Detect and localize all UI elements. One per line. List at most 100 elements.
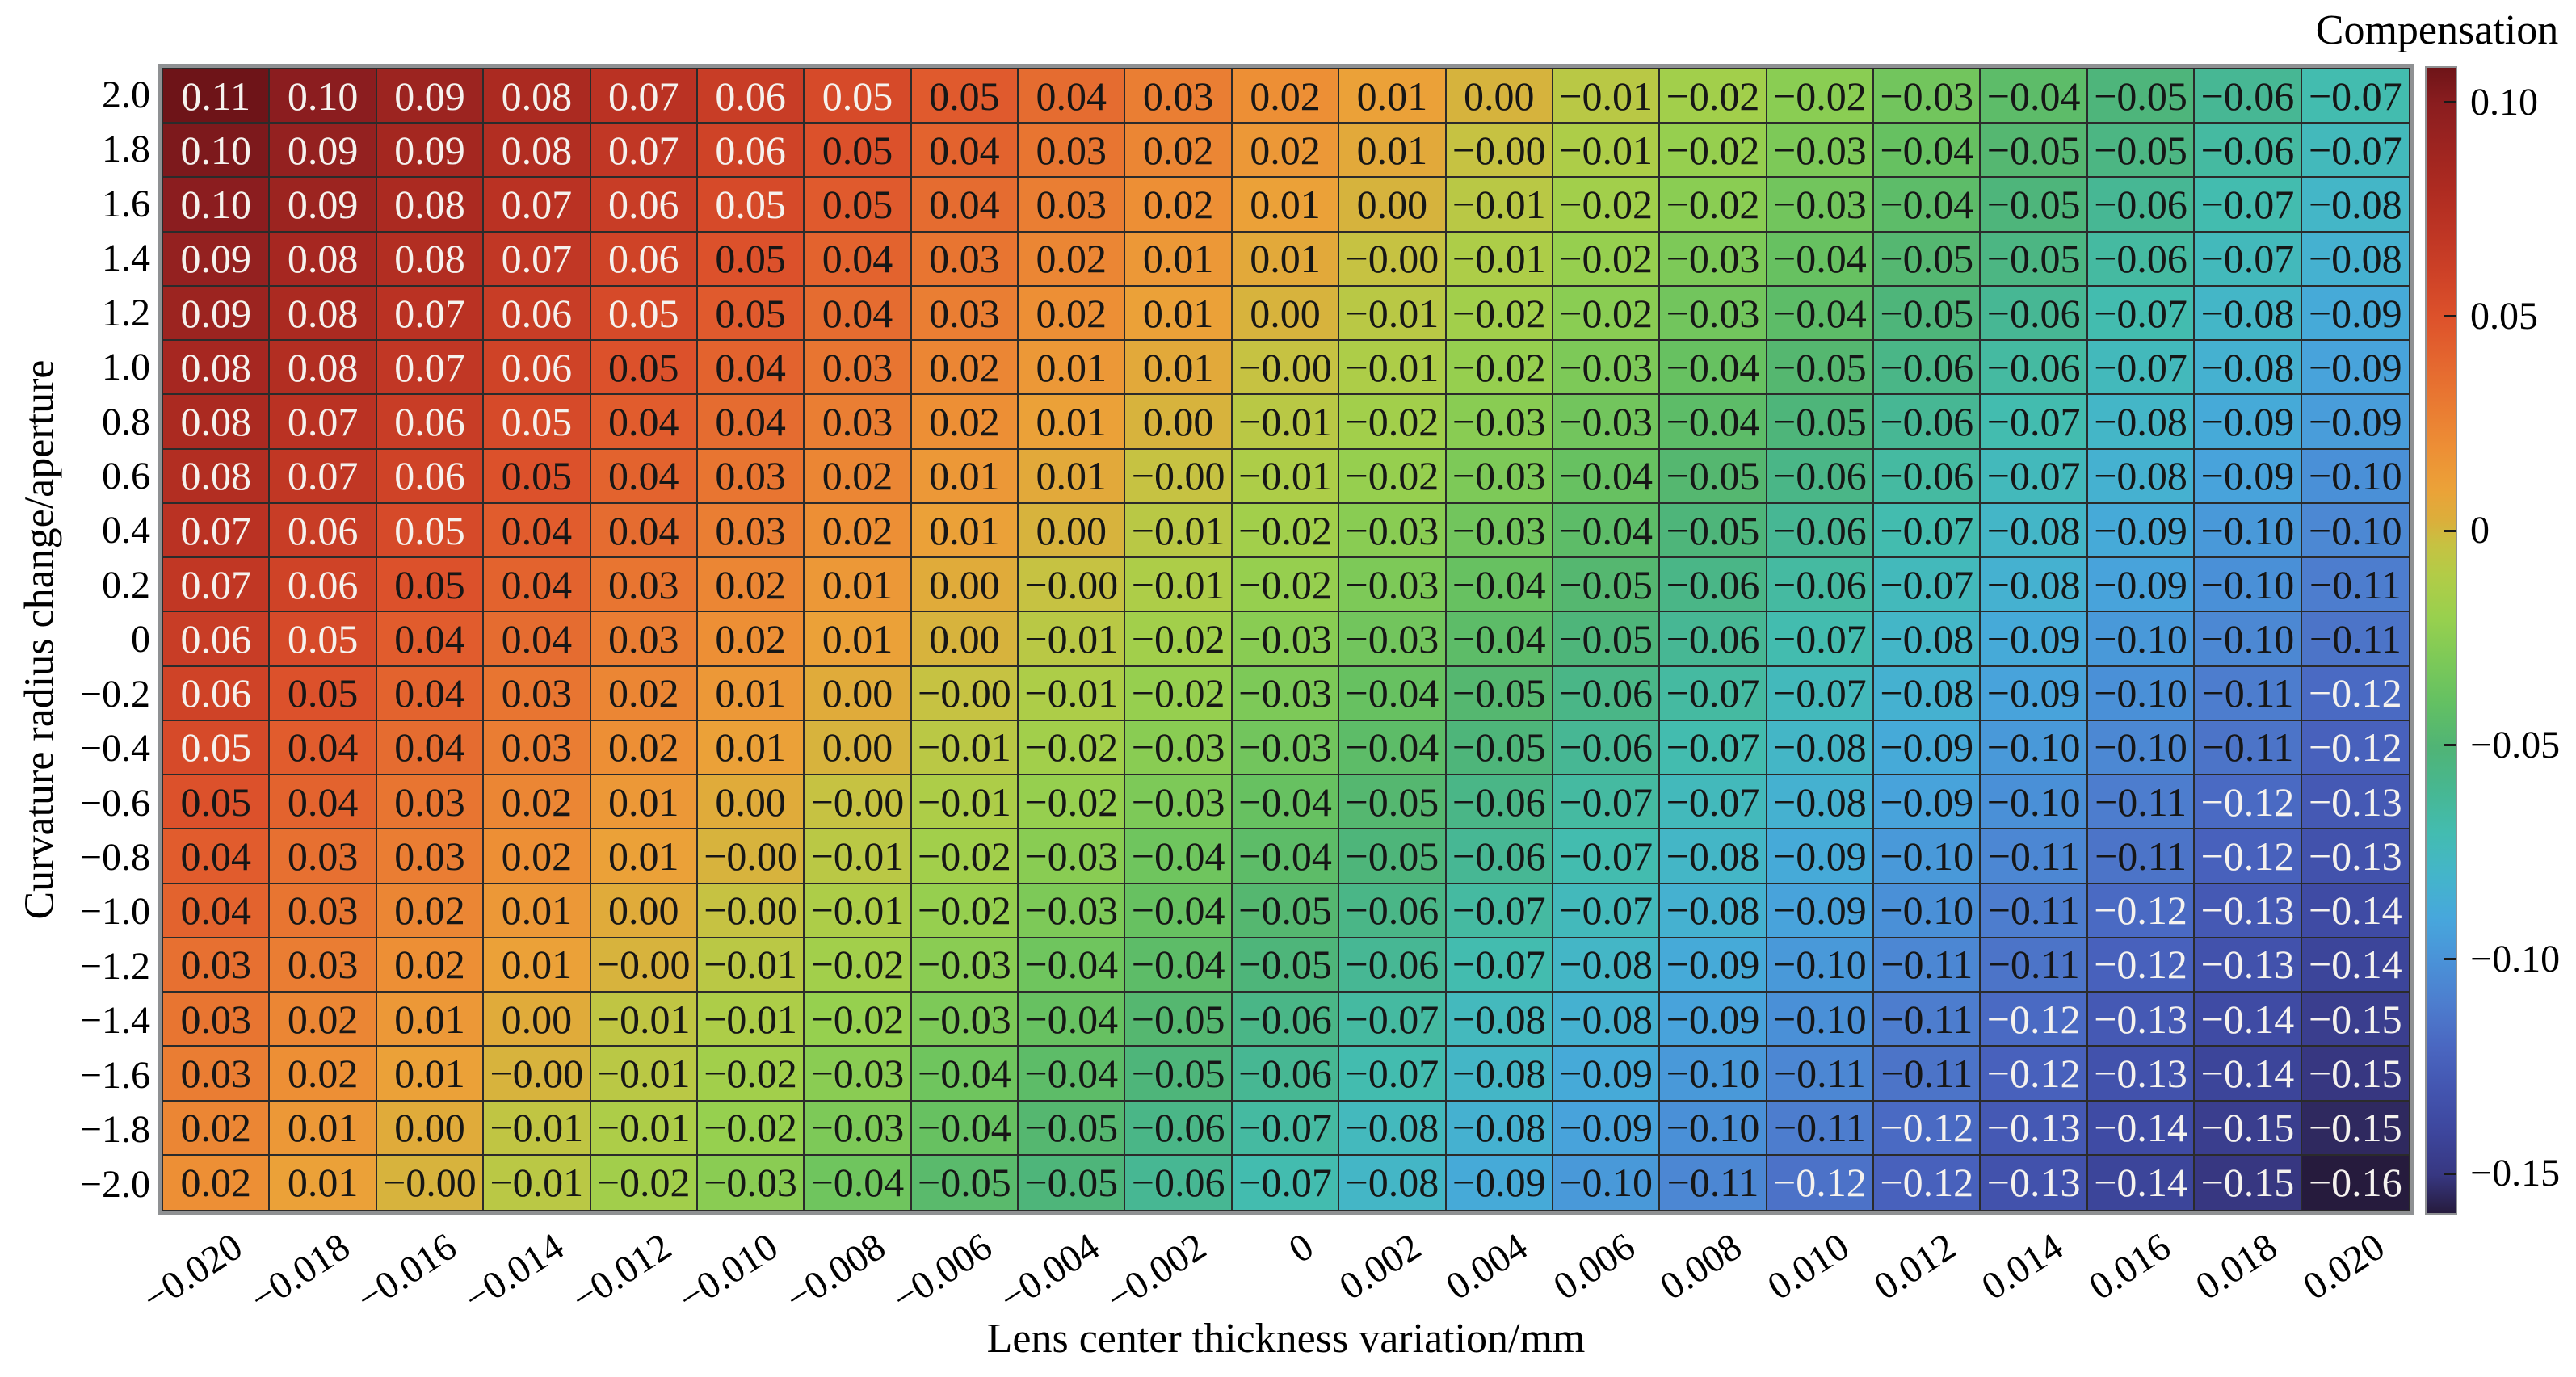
heatmap-cell: 0.05 xyxy=(805,178,912,233)
heatmap-cell: 0.03 xyxy=(270,884,377,938)
heatmap-cell: −0.12 xyxy=(1767,1155,1875,1210)
heatmap-cell: −0.08 xyxy=(1553,993,1661,1047)
heatmap-cell: 0.04 xyxy=(911,124,1019,178)
heatmap-cell: −0.02 xyxy=(697,1047,805,1102)
heatmap-cell: −0.01 xyxy=(1339,341,1447,396)
heatmap-cell: −0.02 xyxy=(1446,341,1553,396)
heatmap-cell: 0.09 xyxy=(163,232,271,287)
heatmap-cell: −0.09 xyxy=(1660,993,1767,1047)
heatmap-cell: −0.01 xyxy=(590,1047,698,1102)
colorbar-tick-label: 0 xyxy=(2470,509,2490,552)
heatmap-cell: −0.07 xyxy=(1767,666,1875,721)
heatmap-cell: 0.06 xyxy=(376,449,485,504)
heatmap-cell: −0.05 xyxy=(1446,720,1553,776)
heatmap-cell: −0.12 xyxy=(2301,720,2409,776)
heatmap-cell: −0.06 xyxy=(1874,449,1981,504)
heatmap-cell: 0.00 xyxy=(697,775,805,830)
heatmap-cell: −0.13 xyxy=(2195,884,2302,938)
heatmap-cell: −0.04 xyxy=(1874,124,1981,178)
heatmap-cell: −0.01 xyxy=(911,775,1019,830)
colorbar-tick-label: 0.10 xyxy=(2470,80,2538,124)
heatmap-cell: 0.01 xyxy=(1232,178,1340,233)
heatmap-cell: 0.02 xyxy=(163,1101,271,1156)
heatmap-cell: 0.08 xyxy=(484,69,591,124)
y-tick-label: 1.8 xyxy=(102,128,150,171)
heatmap-cell: 0.07 xyxy=(484,232,591,287)
heatmap-cell: −0.05 xyxy=(1446,666,1553,721)
heatmap-cell: −0.08 xyxy=(1446,1047,1553,1102)
heatmap-cell: −0.05 xyxy=(1125,993,1233,1047)
heatmap-cell: 0.07 xyxy=(270,449,377,504)
heatmap-cell: 0.02 xyxy=(270,993,377,1047)
heatmap-cell: −0.07 xyxy=(1553,884,1661,938)
heatmap-cell: −0.11 xyxy=(2195,666,2302,721)
heatmap-cell: −0.00 xyxy=(376,1155,485,1210)
heatmap-cell: −0.10 xyxy=(2195,503,2302,559)
heatmap-cell: −0.13 xyxy=(1981,1155,2088,1210)
heatmap-cell: 0.02 xyxy=(911,395,1019,450)
heatmap-cell: 0.05 xyxy=(805,69,912,124)
heatmap-cell: −0.00 xyxy=(1339,232,1447,287)
heatmap-cell: −0.10 xyxy=(1981,775,2088,830)
heatmap-cell: −0.04 xyxy=(1339,720,1447,776)
heatmap-cell: −0.04 xyxy=(1125,829,1233,884)
heatmap-cell: −0.01 xyxy=(1232,395,1340,450)
heatmap-cell: −0.16 xyxy=(2301,1155,2409,1210)
heatmap-cell: −0.01 xyxy=(805,884,912,938)
heatmap-cell: −0.02 xyxy=(697,1101,805,1156)
heatmap-cell: 0.09 xyxy=(270,178,377,233)
heatmap-cell: −0.04 xyxy=(1446,558,1553,613)
heatmap-cell: −0.06 xyxy=(1553,720,1661,776)
heatmap-cell: −0.03 xyxy=(1125,775,1233,830)
heatmap-cell: 0.05 xyxy=(697,232,805,287)
heatmap-cell: −0.03 xyxy=(1339,503,1447,559)
heatmap-cell: 0.00 xyxy=(376,1101,485,1156)
heatmap-cell: −0.00 xyxy=(484,1047,591,1102)
heatmap-cell: −0.09 xyxy=(2301,341,2409,396)
heatmap-cell: 0.02 xyxy=(805,503,912,559)
heatmap-cell: −0.03 xyxy=(911,938,1019,993)
heatmap-cell: 0.09 xyxy=(376,69,485,124)
heatmap-cell: 0.06 xyxy=(376,395,485,450)
y-tick-label: 0.2 xyxy=(102,563,150,607)
heatmap-cell: 0.01 xyxy=(270,1101,377,1156)
heatmap-cell: 0.04 xyxy=(270,720,377,776)
heatmap-cell: −0.13 xyxy=(2087,993,2196,1047)
heatmap-cell: −0.03 xyxy=(1019,829,1126,884)
heatmap-cell: 0.03 xyxy=(270,938,377,993)
heatmap-cell: −0.08 xyxy=(1339,1101,1447,1156)
heatmap-cell: −0.05 xyxy=(1981,124,2088,178)
heatmap-cell: −0.04 xyxy=(1767,232,1875,287)
heatmap-cell: −0.09 xyxy=(2195,449,2302,504)
heatmap-grid: 0.11 0.10 0.09 0.08 0.07 0.06 0.05 0.05 0.04 0.03… xyxy=(162,68,2410,1211)
heatmap-cell: −0.13 xyxy=(1981,1101,2088,1156)
heatmap-cell: −0.10 xyxy=(1981,720,2088,776)
heatmap-cell: 0.08 xyxy=(376,232,485,287)
heatmap-cell: −0.07 xyxy=(1874,558,1981,613)
heatmap-cell: 0.08 xyxy=(376,178,485,233)
heatmap-cell: 0.09 xyxy=(270,124,377,178)
heatmap-cell: 0.07 xyxy=(590,69,698,124)
heatmap-cell: 0.00 xyxy=(1232,286,1340,342)
heatmap-cell: −0.02 xyxy=(590,1155,698,1210)
heatmap-cell: 0.01 xyxy=(911,449,1019,504)
y-tick-label: −1.4 xyxy=(79,999,150,1043)
heatmap-cell: −0.03 xyxy=(1660,232,1767,287)
y-tick-label: −0.2 xyxy=(79,672,150,716)
heatmap-cell: −0.12 xyxy=(1981,993,2088,1047)
heatmap-cell: 0.01 xyxy=(484,938,591,993)
heatmap-cell: −0.06 xyxy=(1339,938,1447,993)
heatmap-cell: −0.04 xyxy=(911,1101,1019,1156)
y-tick-label: 1.2 xyxy=(102,291,150,334)
heatmap-cell: −0.10 xyxy=(1767,938,1875,993)
heatmap-cell: −0.06 xyxy=(1232,1047,1340,1102)
heatmap-cell: 0.08 xyxy=(270,341,377,396)
heatmap-cell: 0.06 xyxy=(484,286,591,342)
heatmap-cell: −0.03 xyxy=(1339,558,1447,613)
heatmap-cell: −0.10 xyxy=(2195,612,2302,667)
colorbar-title: Compensation xyxy=(2315,7,2559,53)
heatmap-cell: −0.11 xyxy=(1981,938,2088,993)
heatmap-cell: −0.15 xyxy=(2195,1155,2302,1210)
heatmap-cell: −0.10 xyxy=(2195,558,2302,613)
heatmap-cell: −0.00 xyxy=(1125,449,1233,504)
